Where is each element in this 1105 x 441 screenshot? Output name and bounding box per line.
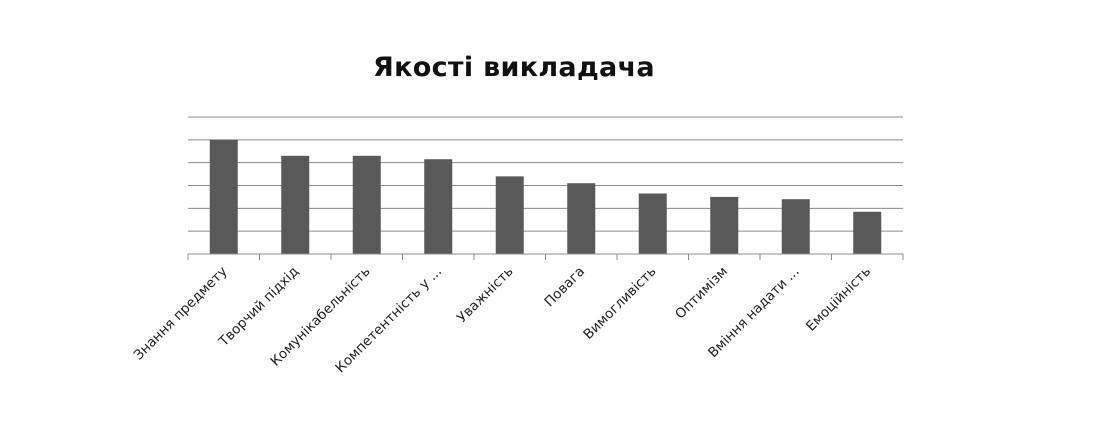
category-label: Емоційність xyxy=(803,263,874,334)
bar xyxy=(567,183,596,254)
category-label: Повага xyxy=(541,264,588,311)
category-label: Вимогливість xyxy=(580,263,659,342)
chart-title: Якості викладача xyxy=(373,52,655,83)
bar xyxy=(638,193,667,254)
category-label: Уважність xyxy=(454,263,517,326)
bar xyxy=(352,155,381,254)
bar xyxy=(853,211,882,254)
bar xyxy=(495,176,524,254)
bars xyxy=(209,139,882,254)
bar xyxy=(209,139,238,254)
bar xyxy=(281,155,310,254)
bar xyxy=(424,159,453,254)
x-axis xyxy=(187,253,904,260)
category-label: Оптимізм xyxy=(672,264,731,323)
category-label: Знання предмету xyxy=(131,264,231,364)
bar xyxy=(781,199,810,254)
bar xyxy=(710,196,739,254)
